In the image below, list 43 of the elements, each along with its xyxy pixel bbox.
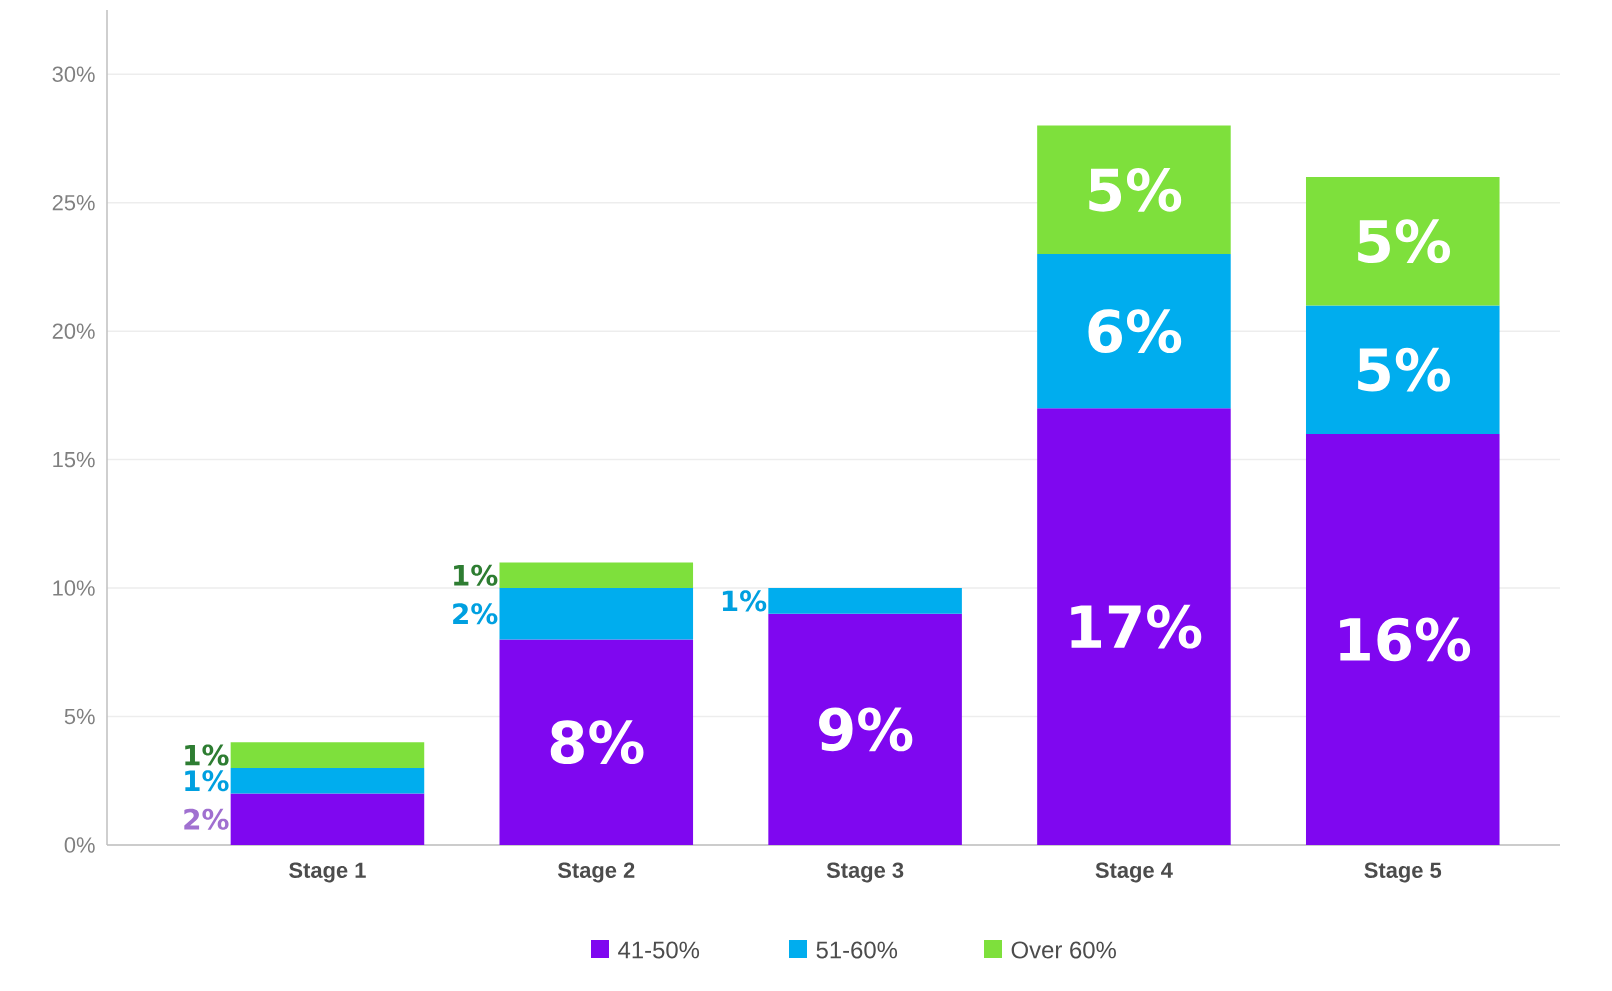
legend-label: 51-60%: [816, 941, 898, 959]
data-label: 6%: [1088, 309, 1182, 353]
data-label: 1%: [722, 590, 767, 612]
bar: [230, 793, 425, 845]
y-tick-label: 0%: [64, 837, 95, 853]
data-label: 5%: [1089, 167, 1182, 212]
bar: [499, 639, 694, 845]
bar: [1037, 408, 1231, 845]
data-label: 9%: [819, 707, 913, 752]
data-label: 2%: [184, 808, 229, 830]
data-label: 17%: [1071, 604, 1202, 649]
data-label: 5%: [1358, 347, 1450, 392]
data-label: 8%: [550, 720, 644, 765]
y-tick-label: 15%: [53, 451, 95, 468]
x-tick-label: Stage 5: [1364, 862, 1442, 883]
bar: [499, 588, 694, 640]
data-label: 1%: [185, 770, 229, 792]
y-tick-label: 10%: [53, 580, 95, 596]
bar: [768, 588, 962, 614]
data-label: 2%: [453, 603, 498, 625]
y-tick-label: 5%: [64, 708, 95, 725]
bar: [230, 742, 425, 768]
data-label: 5%: [1358, 219, 1450, 264]
bar: [1305, 433, 1500, 845]
data-label: 1%: [185, 744, 229, 766]
bar: [1305, 305, 1500, 434]
bar: [768, 613, 962, 845]
legend-label: 41-50%: [618, 941, 700, 959]
legend-label: Over 60%: [1011, 941, 1116, 959]
bar: [1037, 125, 1231, 255]
x-tick-label: Stage 2: [557, 862, 635, 883]
y-tick-label: 20%: [52, 323, 95, 339]
bar: [1037, 254, 1231, 409]
x-tick-label: Stage 3: [826, 862, 904, 883]
y-tick-label: 30%: [52, 66, 95, 82]
data-label: 16%: [1340, 617, 1471, 662]
bar: [499, 562, 694, 589]
bar: [230, 767, 425, 794]
data-label: 1%: [454, 564, 498, 586]
x-tick-label: Stage 4: [1095, 862, 1173, 883]
bar: [1305, 176, 1500, 306]
y-tick-label: 25%: [52, 194, 95, 211]
x-tick-label: Stage 1: [289, 862, 366, 883]
